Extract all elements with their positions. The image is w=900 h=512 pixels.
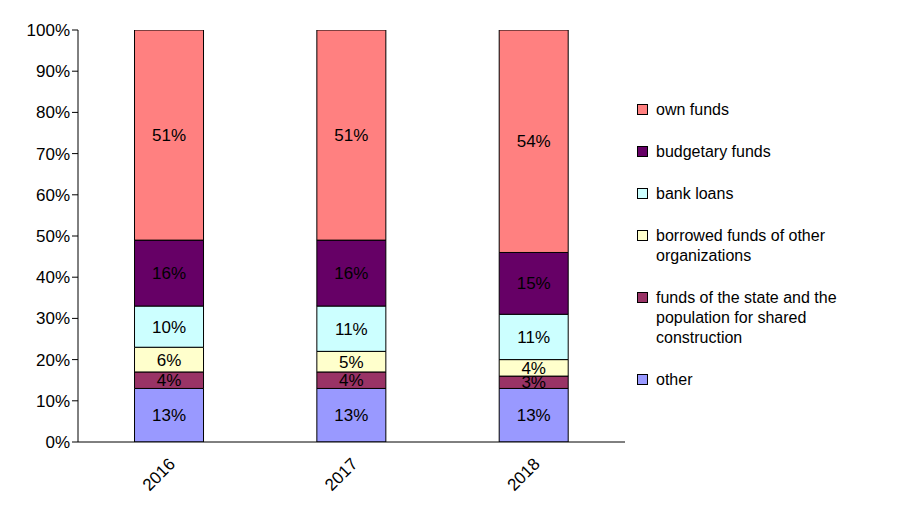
svg-text:4%: 4%	[157, 371, 182, 390]
svg-text:20%: 20%	[36, 351, 70, 370]
svg-text:60%: 60%	[36, 186, 70, 205]
svg-text:11%: 11%	[517, 328, 550, 347]
svg-text:10%: 10%	[152, 318, 186, 337]
svg-text:10%: 10%	[36, 392, 70, 411]
svg-text:6%: 6%	[157, 351, 182, 370]
svg-text:0%: 0%	[45, 433, 70, 452]
svg-text:16%: 16%	[152, 264, 186, 283]
html-text:funds of the state and the pop: funds of the state and the population fo…	[656, 289, 837, 346]
svg-text:2017: 2017	[321, 454, 361, 494]
svg-text:2016: 2016	[139, 454, 179, 494]
svg-text:11%: 11%	[335, 320, 368, 339]
html-text:other: other	[656, 371, 693, 388]
svg-text:13%: 13%	[334, 406, 368, 425]
svg-text:16%: 16%	[334, 264, 368, 283]
svg-text:51%: 51%	[334, 126, 368, 145]
svg-text:15%: 15%	[517, 274, 551, 293]
svg-text:30%: 30%	[36, 309, 70, 328]
svg-text:54%: 54%	[517, 132, 551, 151]
svg-text:4%: 4%	[339, 371, 364, 390]
svg-text:70%: 70%	[36, 145, 70, 164]
svg-text:80%: 80%	[36, 103, 70, 122]
svg-text:13%: 13%	[152, 406, 186, 425]
svg-text:50%: 50%	[36, 227, 70, 246]
svg-text:5%: 5%	[339, 353, 364, 372]
html-text:budgetary funds: budgetary funds	[656, 143, 771, 160]
svg-text:90%: 90%	[36, 62, 70, 81]
svg-text:3%: 3%	[521, 373, 546, 393]
html-text:own funds: own funds	[656, 101, 729, 118]
svg-text:100%: 100%	[27, 21, 70, 40]
html-text:bank loans: bank loans	[656, 185, 734, 202]
html-text:borrowed funds of other organi: borrowed funds of other organizations	[656, 227, 825, 264]
svg-text:13%: 13%	[517, 406, 551, 425]
svg-text:51%: 51%	[152, 126, 186, 145]
svg-text:4%: 4%	[521, 359, 546, 378]
svg-text:40%: 40%	[36, 268, 70, 287]
svg-text:2018: 2018	[504, 454, 544, 494]
